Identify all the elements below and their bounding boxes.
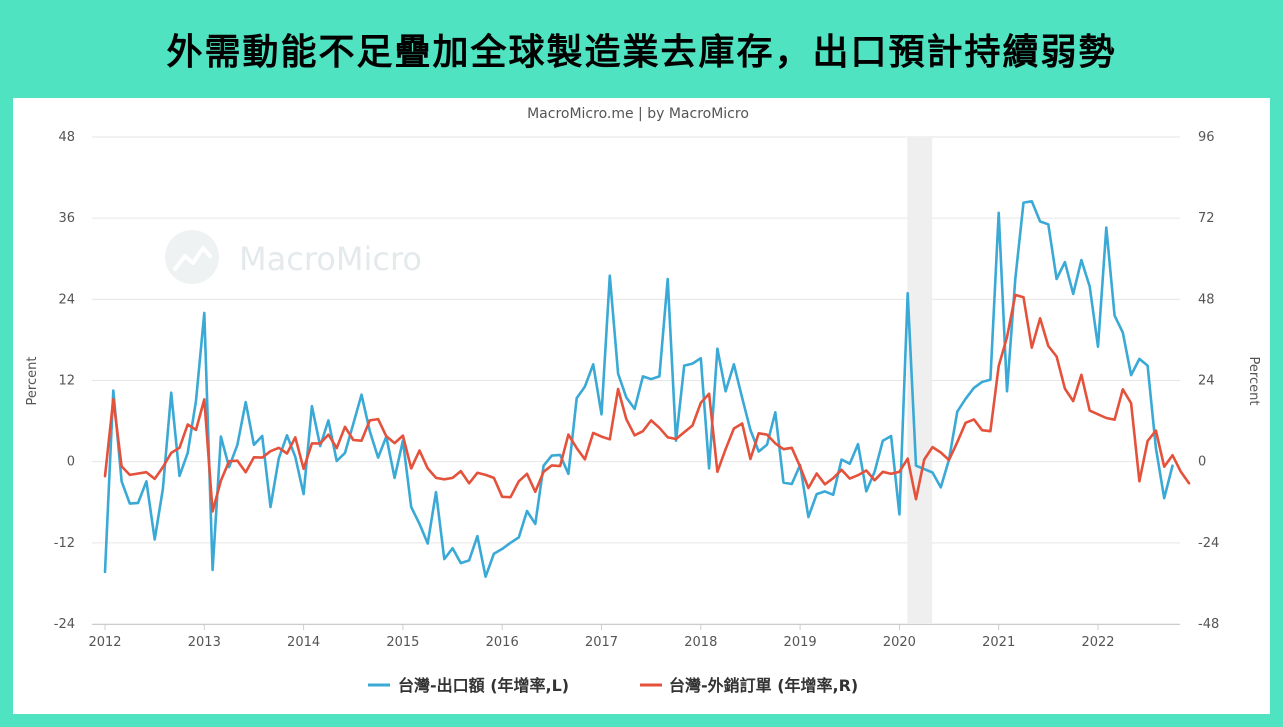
right-axis-title: Percent (1246, 357, 1261, 406)
legend-label-exports: 台灣-出口額 (年增率,L) (398, 676, 569, 695)
right-tick-label: 96 (1198, 130, 1215, 145)
series-line-orders[interactable] (103, 293, 1191, 513)
x-tick-label: 2022 (1081, 635, 1114, 650)
x-tick-label: 2012 (88, 635, 121, 650)
chart-credit: MacroMicro.me | by MacroMicro (527, 106, 749, 122)
right-tick-label: 24 (1198, 374, 1215, 389)
page-headline: 外需動能不足疊加全球製造業去庫存，出口預計持續弱勢 (166, 32, 1117, 73)
x-axis-ticks: 2012 2013 2014 2015 2016 2017 2018 2019 2020 2021… (88, 624, 1115, 650)
x-tick-label: 2019 (784, 635, 817, 650)
right-tick-label: -48 (1198, 617, 1219, 632)
legend-item-orders[interactable]: 台灣-外銷訂單 (年增率,R) (640, 676, 858, 695)
right-tick-label: 48 (1198, 292, 1215, 307)
left-axis-ticks: 48 36 24 12 0 -12 -24 (54, 130, 75, 632)
chart-panel: MacroMicro MacroMicro.me | by MacroMicro… (13, 98, 1270, 714)
legend: 台灣-出口額 (年增率,L) 台灣-外銷訂單 (年增率,R) (368, 676, 858, 695)
legend-label-orders: 台灣-外銷訂單 (年增率,R) (669, 676, 858, 695)
watermark: MacroMicro (165, 230, 422, 284)
x-tick-label: 2015 (386, 635, 419, 650)
left-tick-label: 36 (58, 211, 75, 226)
right-tick-label: 0 (1198, 455, 1206, 470)
x-tick-label: 2017 (585, 635, 618, 650)
left-tick-label: 0 (67, 455, 75, 470)
left-tick-label: -24 (54, 617, 75, 632)
series-line-exports[interactable] (103, 200, 1174, 579)
gridlines (92, 136, 1180, 625)
x-tick-label: 2018 (684, 635, 717, 650)
left-tick-label: 24 (58, 292, 75, 307)
left-axis-title: Percent (25, 357, 40, 406)
legend-item-exports[interactable]: 台灣-出口額 (年增率,L) (368, 676, 569, 695)
watermark-text: MacroMicro (239, 240, 422, 278)
x-tick-label: 2014 (287, 635, 320, 650)
x-tick-label: 2013 (188, 635, 221, 650)
right-tick-label: -24 (1198, 536, 1219, 551)
x-tick-label: 2020 (883, 635, 916, 650)
x-tick-label: 2016 (486, 635, 519, 650)
left-tick-label: 12 (58, 374, 75, 389)
line-chart: MacroMicro MacroMicro.me | by MacroMicro… (25, 106, 1261, 695)
right-axis-ticks: 96 72 48 24 0 -24 -48 (1198, 130, 1219, 632)
right-tick-label: 72 (1198, 211, 1215, 226)
x-tick-label: 2021 (982, 635, 1015, 650)
left-tick-label: -12 (54, 536, 75, 551)
series-lines (103, 200, 1191, 579)
left-tick-label: 48 (58, 130, 75, 145)
